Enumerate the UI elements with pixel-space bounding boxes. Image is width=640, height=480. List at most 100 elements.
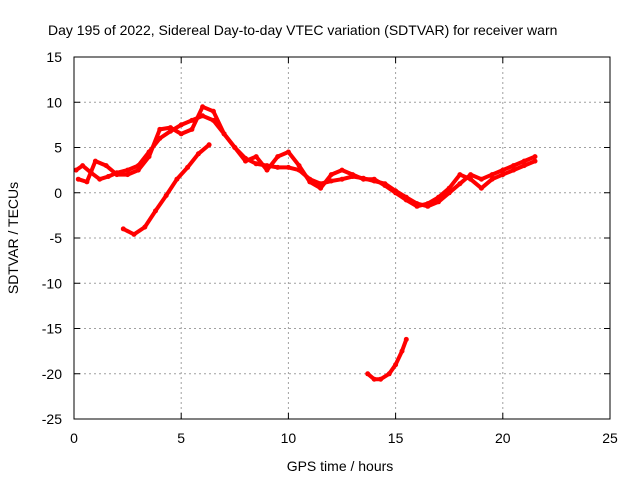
x-axis-label: GPS time / hours — [287, 458, 394, 474]
grid-lines — [74, 57, 610, 419]
data-point — [532, 158, 538, 164]
data-point — [153, 208, 158, 214]
data-point — [393, 362, 399, 368]
data-point — [264, 167, 270, 173]
data-point — [307, 179, 313, 185]
data-point — [468, 172, 474, 178]
data-point — [468, 176, 474, 182]
data-point — [328, 178, 334, 184]
data-point — [146, 154, 152, 160]
data-point — [195, 151, 201, 157]
data-point — [365, 371, 371, 377]
data-point — [446, 185, 452, 191]
data-point — [221, 131, 227, 137]
data-point — [189, 117, 195, 123]
data-point — [500, 172, 506, 178]
data-point — [350, 172, 356, 178]
data-point — [178, 122, 184, 128]
data-point — [243, 158, 248, 164]
data-point — [371, 376, 377, 382]
data-point — [232, 145, 238, 150]
y-tick-label: -15 — [42, 321, 62, 337]
data-point — [436, 199, 441, 205]
data-point — [75, 176, 81, 182]
chart-title: Day 195 of 2022, Sidereal Day-to-day VTE… — [48, 22, 557, 38]
x-tick-label: 15 — [388, 430, 404, 446]
data-point — [206, 142, 212, 148]
y-tick-label: -25 — [42, 411, 62, 427]
y-tick-label: -10 — [42, 275, 62, 291]
data-point — [285, 164, 291, 170]
data-point — [185, 164, 191, 170]
data-point — [131, 231, 137, 237]
data-point — [114, 172, 120, 178]
data-series — [73, 104, 538, 382]
data-point — [500, 167, 506, 173]
data-point — [403, 336, 409, 342]
data-point — [142, 224, 148, 230]
data-point — [318, 185, 324, 191]
data-point — [125, 167, 131, 173]
data-point — [511, 167, 516, 173]
data-point — [168, 125, 173, 131]
data-point — [163, 193, 169, 198]
data-point — [339, 167, 345, 173]
data-point — [478, 176, 484, 182]
y-tick-label: -20 — [42, 366, 62, 382]
data-point — [489, 176, 495, 182]
data-point — [521, 158, 527, 164]
data-point — [253, 154, 259, 160]
data-point — [339, 176, 345, 182]
data-point — [210, 117, 216, 123]
data-point — [275, 154, 281, 160]
data-point — [125, 172, 131, 178]
data-point — [382, 183, 388, 188]
y-tick-label: 5 — [54, 140, 62, 156]
data-point — [478, 185, 484, 191]
data-point — [103, 163, 109, 169]
y-tick-label: 0 — [54, 185, 62, 201]
data-point — [253, 161, 259, 167]
data-point — [457, 181, 463, 187]
y-tick-label: 15 — [46, 49, 62, 65]
data-point — [360, 176, 366, 182]
y-tick-label: 10 — [46, 94, 62, 110]
data-point — [73, 167, 79, 173]
x-tick-label: 5 — [177, 430, 185, 446]
x-tick-label: 20 — [495, 430, 511, 446]
data-point — [92, 158, 98, 164]
data-point — [378, 376, 384, 382]
data-point — [296, 163, 302, 169]
data-point — [178, 131, 184, 137]
data-point — [189, 126, 195, 132]
data-point — [532, 154, 538, 160]
data-point — [200, 104, 206, 110]
x-tick-labels: 0 5 10 15 20 25 — [70, 430, 618, 446]
data-point — [371, 176, 377, 182]
x-tick-label: 0 — [70, 430, 78, 446]
x-tick-label: 25 — [602, 430, 618, 446]
data-point — [97, 176, 103, 182]
data-point — [393, 190, 399, 196]
data-point — [174, 176, 180, 182]
data-point — [489, 172, 495, 178]
data-point — [200, 113, 206, 119]
data-point — [157, 126, 163, 132]
y-tick-label: -5 — [50, 230, 63, 246]
y-axis-label: SDTVAR / TECUs — [5, 182, 21, 294]
data-point — [135, 167, 141, 173]
data-point — [120, 226, 126, 232]
data-point — [414, 203, 420, 209]
data-point — [210, 108, 216, 114]
data-point — [457, 172, 463, 178]
data-point — [275, 164, 281, 170]
y-tick-labels: -25 -20 -15 -10 -5 0 5 10 15 — [42, 49, 62, 427]
data-point — [403, 197, 409, 203]
x-tick-label: 10 — [281, 430, 297, 446]
data-point — [399, 348, 405, 354]
data-point — [436, 194, 441, 200]
series-track-c — [121, 142, 212, 237]
data-point — [511, 163, 516, 169]
data-point — [386, 371, 392, 377]
